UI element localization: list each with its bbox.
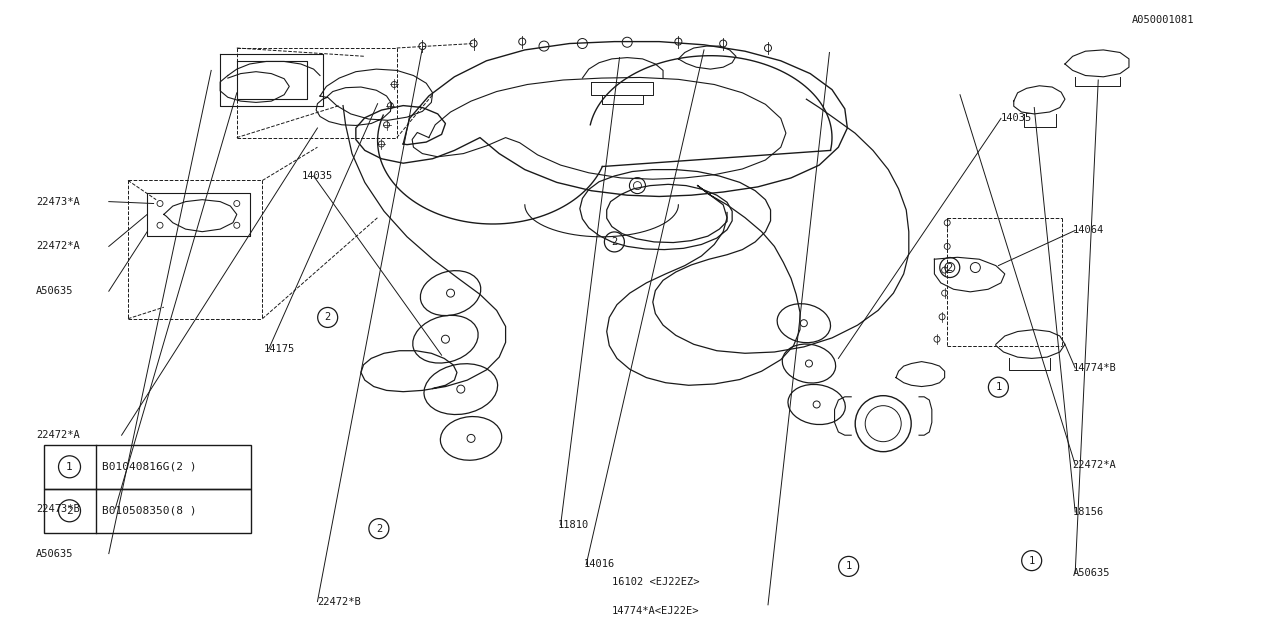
Text: 22472*A: 22472*A (36, 430, 79, 440)
Text: 1: 1 (996, 382, 1001, 392)
Text: 11810: 11810 (558, 520, 589, 530)
Text: 2: 2 (612, 237, 617, 247)
Text: 22472*B: 22472*B (317, 596, 361, 607)
Text: 14774*A<EJ22E>: 14774*A<EJ22E> (612, 606, 699, 616)
Text: A50635: A50635 (36, 286, 73, 296)
Text: 22473*A: 22473*A (36, 196, 79, 207)
Text: B01040816G(2 ): B01040816G(2 ) (101, 462, 196, 472)
Text: 16102 <EJ22EZ>: 16102 <EJ22EZ> (612, 577, 699, 588)
Text: A50635: A50635 (36, 548, 73, 559)
Bar (44, 489, 251, 532)
Text: 14774*B: 14774*B (1073, 363, 1116, 373)
Text: 18156: 18156 (1073, 507, 1103, 517)
Text: 22472*A: 22472*A (1073, 460, 1116, 470)
Text: 1: 1 (846, 561, 851, 572)
Text: A050001081: A050001081 (1132, 15, 1194, 26)
Text: B010508350(8 ): B010508350(8 ) (101, 506, 196, 516)
Text: 22473*B: 22473*B (36, 504, 79, 514)
Text: 14035: 14035 (302, 171, 333, 181)
Text: 14035: 14035 (1001, 113, 1032, 124)
Text: 2: 2 (376, 524, 381, 534)
Text: A50635: A50635 (1073, 568, 1110, 578)
Text: 1: 1 (1029, 556, 1034, 566)
Text: 14064: 14064 (1073, 225, 1103, 236)
Text: 2: 2 (67, 506, 73, 516)
Text: 1: 1 (67, 462, 73, 472)
Text: 2: 2 (947, 262, 952, 273)
Bar (44, 445, 251, 489)
Text: 14016: 14016 (584, 559, 614, 570)
Text: 14175: 14175 (264, 344, 294, 354)
Text: 2: 2 (325, 312, 330, 323)
Text: 22472*A: 22472*A (36, 241, 79, 252)
